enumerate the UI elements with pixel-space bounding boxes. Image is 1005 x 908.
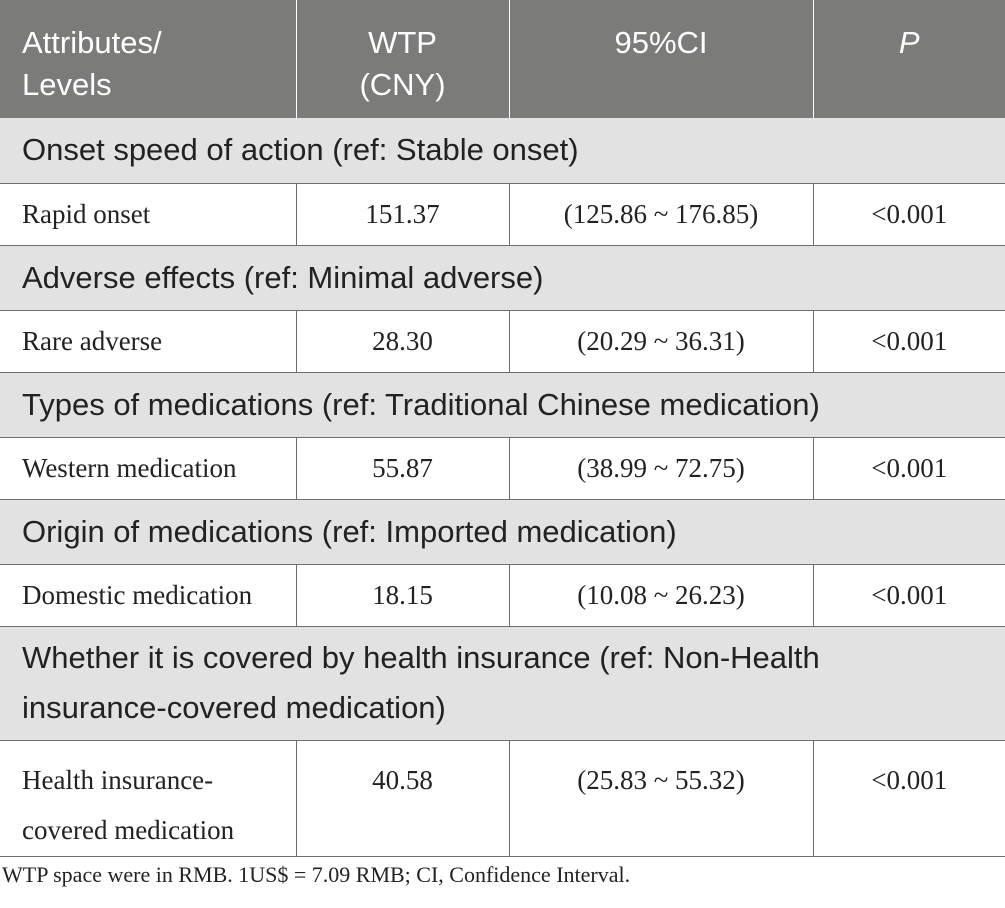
header-p: P [812,0,1005,118]
level-cell: Domestic medication [0,564,296,627]
group-title-line2: insurance-covered medication) [22,690,446,725]
ci-cell: (20.29 ~ 36.31) [508,310,813,373]
group-title: Onset speed of action (ref: Stable onset… [0,118,1005,184]
level-line2: covered medication [22,814,235,845]
table-row: Domestic medication 18.15 (10.08 ~ 26.23… [0,564,1005,627]
header-ci-label: 95%CI [614,25,708,60]
header-wtp: WTP (CNY) [295,0,509,118]
group-title: Types of medications (ref: Traditional C… [0,372,1005,438]
header-p-label: P [898,25,920,60]
wtp-cell: 40.58 [295,740,509,857]
group-title: Adverse effects (ref: Minimal adverse) [0,245,1005,311]
header-wtp-line1: WTP [368,25,437,60]
group-row-health-insurance: Whether it is covered by health insuranc… [0,626,1005,741]
header-row: Attributes/ Levels WTP (CNY) 95%CI P [0,0,1005,118]
wtp-cell: 18.15 [295,564,509,627]
level-cell: Rapid onset [0,183,296,246]
p-cell: <0.001 [812,437,1005,500]
ci-cell: (38.99 ~ 72.75) [508,437,813,500]
table-row: Health insurance- covered medication 40.… [0,740,1005,857]
table-header: Attributes/ Levels WTP (CNY) 95%CI P [0,0,1005,118]
p-cell: <0.001 [812,564,1005,627]
ci-cell: (10.08 ~ 26.23) [508,564,813,627]
wtp-table: Attributes/ Levels WTP (CNY) 95%CI P Ons… [0,0,1005,857]
group-row-medication-origin: Origin of medications (ref: Imported med… [0,499,1005,565]
table-row: Rapid onset 151.37 (125.86 ~ 176.85) <0.… [0,183,1005,246]
p-cell: <0.001 [812,310,1005,373]
header-attributes-line2: Levels [22,67,112,102]
group-row-onset-speed: Onset speed of action (ref: Stable onset… [0,118,1005,184]
header-attributes-levels: Attributes/ Levels [0,0,296,118]
table-row: Rare adverse 28.30 (20.29 ~ 36.31) <0.00… [0,310,1005,373]
wtp-cell: 151.37 [295,183,509,246]
level-cell: Health insurance- covered medication [0,740,296,857]
ci-cell: (25.83 ~ 55.32) [508,740,813,857]
group-title-line1: Whether it is covered by health insuranc… [22,640,820,675]
table-body: Onset speed of action (ref: Stable onset… [0,118,1005,857]
header-attributes-line1: Attributes/ [22,25,162,60]
table-row: Western medication 55.87 (38.99 ~ 72.75)… [0,437,1005,500]
level-line1: Health insurance- [22,764,214,795]
wtp-cell: 55.87 [295,437,509,500]
header-ci: 95%CI [508,0,813,118]
table-footnote: WTP space were in RMB. 1US$ = 7.09 RMB; … [2,862,631,887]
wtp-cell: 28.30 [295,310,509,373]
p-cell: <0.001 [812,183,1005,246]
group-row-medication-types: Types of medications (ref: Traditional C… [0,372,1005,438]
p-cell: <0.001 [812,740,1005,857]
group-row-adverse-effects: Adverse effects (ref: Minimal adverse) [0,245,1005,311]
ci-cell: (125.86 ~ 176.85) [508,183,813,246]
level-cell: Western medication [0,437,296,500]
header-wtp-line2: (CNY) [359,67,446,102]
level-cell: Rare adverse [0,310,296,373]
group-title: Origin of medications (ref: Imported med… [0,499,1005,565]
group-title: Whether it is covered by health insuranc… [0,626,1005,741]
